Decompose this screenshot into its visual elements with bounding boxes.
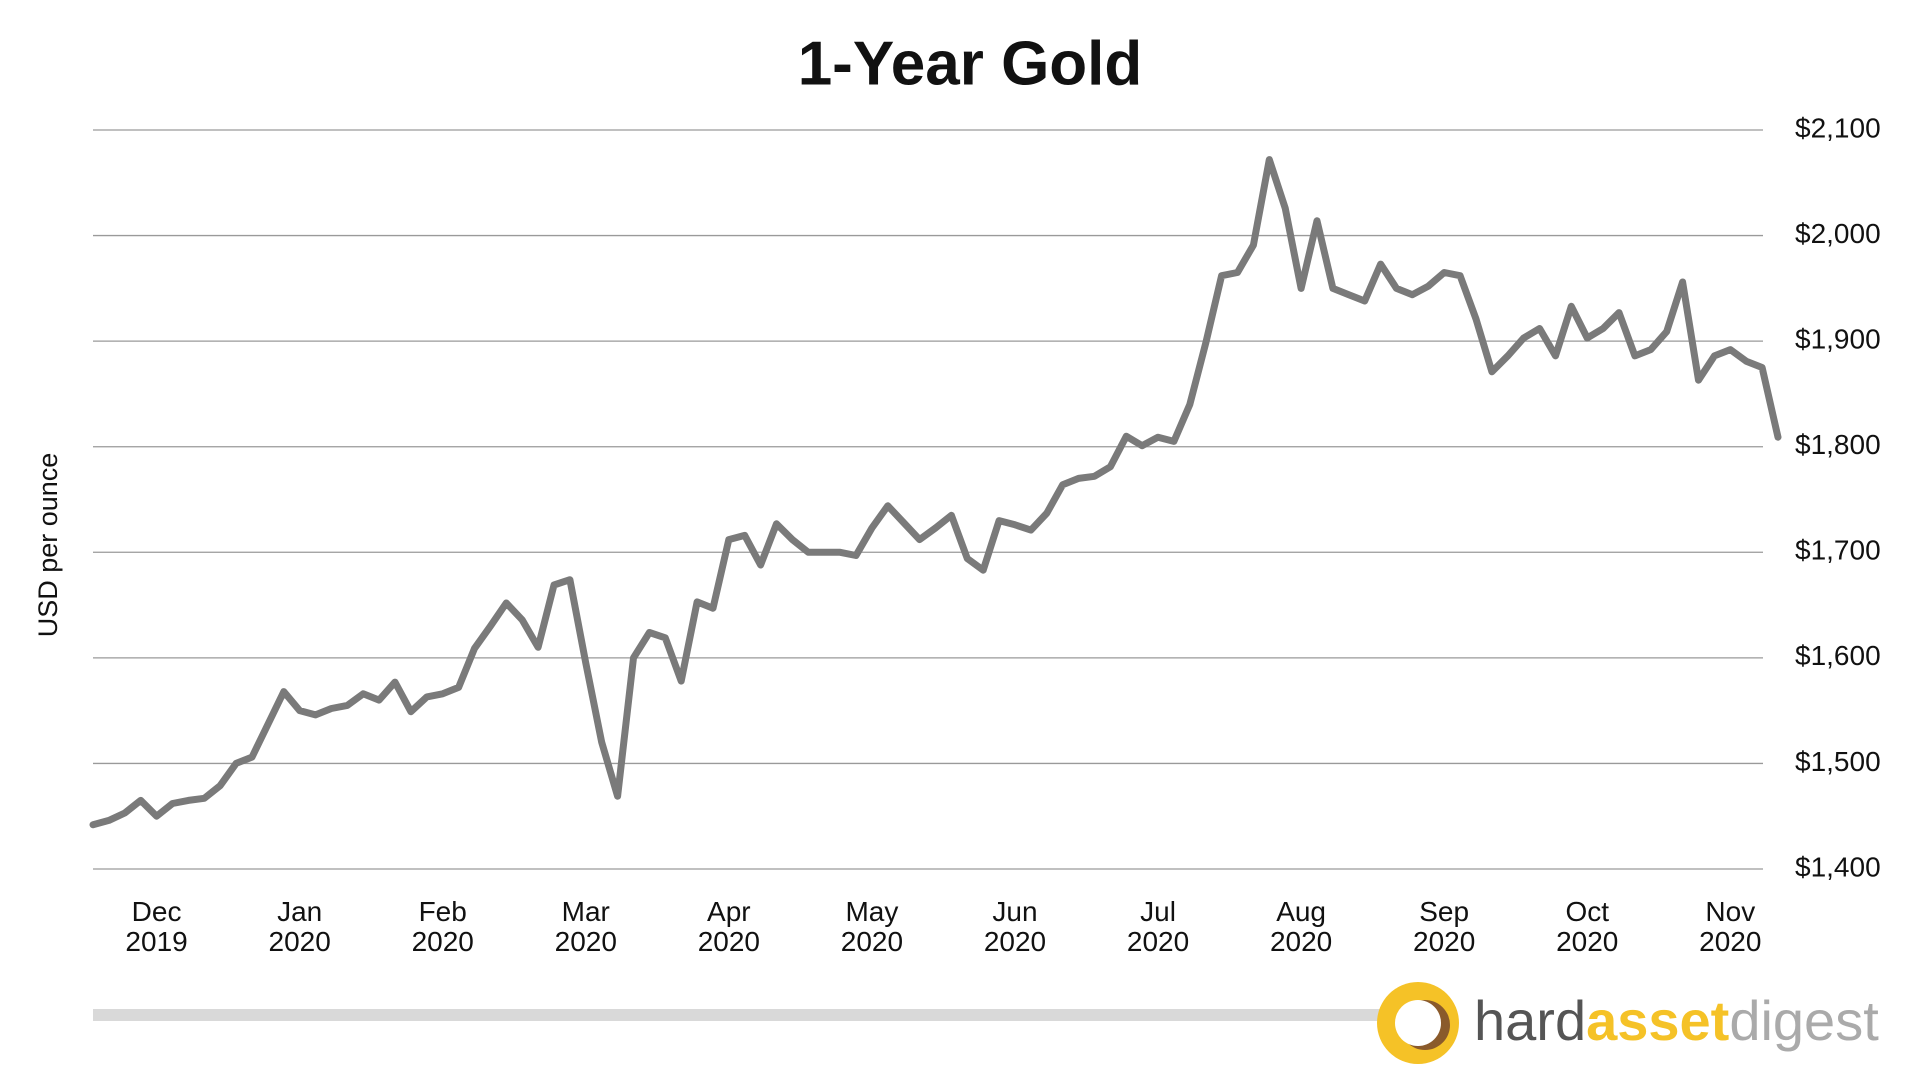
x-tick-label: Aug 2020 bbox=[1270, 896, 1332, 957]
price-line bbox=[89, 156, 1782, 829]
y-tick-label: $1,800 bbox=[1795, 429, 1881, 460]
logo-hole bbox=[1395, 1000, 1441, 1046]
y-tick-label: $2,000 bbox=[1795, 218, 1881, 249]
logo-hard: hard bbox=[1474, 989, 1586, 1052]
x-tick-label: Feb 2020 bbox=[412, 896, 474, 957]
y-tick-label: $1,900 bbox=[1795, 324, 1881, 355]
y-axis-label: USD per ounce bbox=[33, 453, 63, 638]
logo-text: hardassetdigest bbox=[1474, 989, 1879, 1052]
y-tick-label: $1,400 bbox=[1795, 851, 1881, 882]
x-tick-label: Mar 2020 bbox=[555, 896, 617, 957]
chart-title: 1-Year Gold bbox=[798, 29, 1143, 98]
x-tick-label: Jan 2020 bbox=[269, 896, 331, 957]
x-tick-label: May 2020 bbox=[841, 896, 903, 957]
x-tick-label: Dec 2019 bbox=[125, 896, 187, 957]
y-tick-label: $1,600 bbox=[1795, 640, 1881, 671]
x-tick-label: Oct 2020 bbox=[1556, 896, 1618, 957]
logo-digest: digest bbox=[1729, 989, 1879, 1052]
logo-asset: asset bbox=[1586, 989, 1729, 1052]
x-tick-label: Jul 2020 bbox=[1127, 896, 1189, 957]
x-tick-label: Apr 2020 bbox=[698, 896, 760, 957]
logo: hardassetdigest bbox=[1377, 982, 1879, 1064]
y-tick-label: $1,500 bbox=[1795, 746, 1881, 777]
x-tick-label: Sep 2020 bbox=[1413, 896, 1475, 957]
x-tick-label: Nov 2020 bbox=[1699, 896, 1761, 957]
footer-bar bbox=[93, 1009, 1383, 1021]
y-tick-label: $2,100 bbox=[1795, 112, 1881, 143]
x-tick-label: Jun 2020 bbox=[984, 896, 1046, 957]
y-tick-label: $1,700 bbox=[1795, 535, 1881, 566]
